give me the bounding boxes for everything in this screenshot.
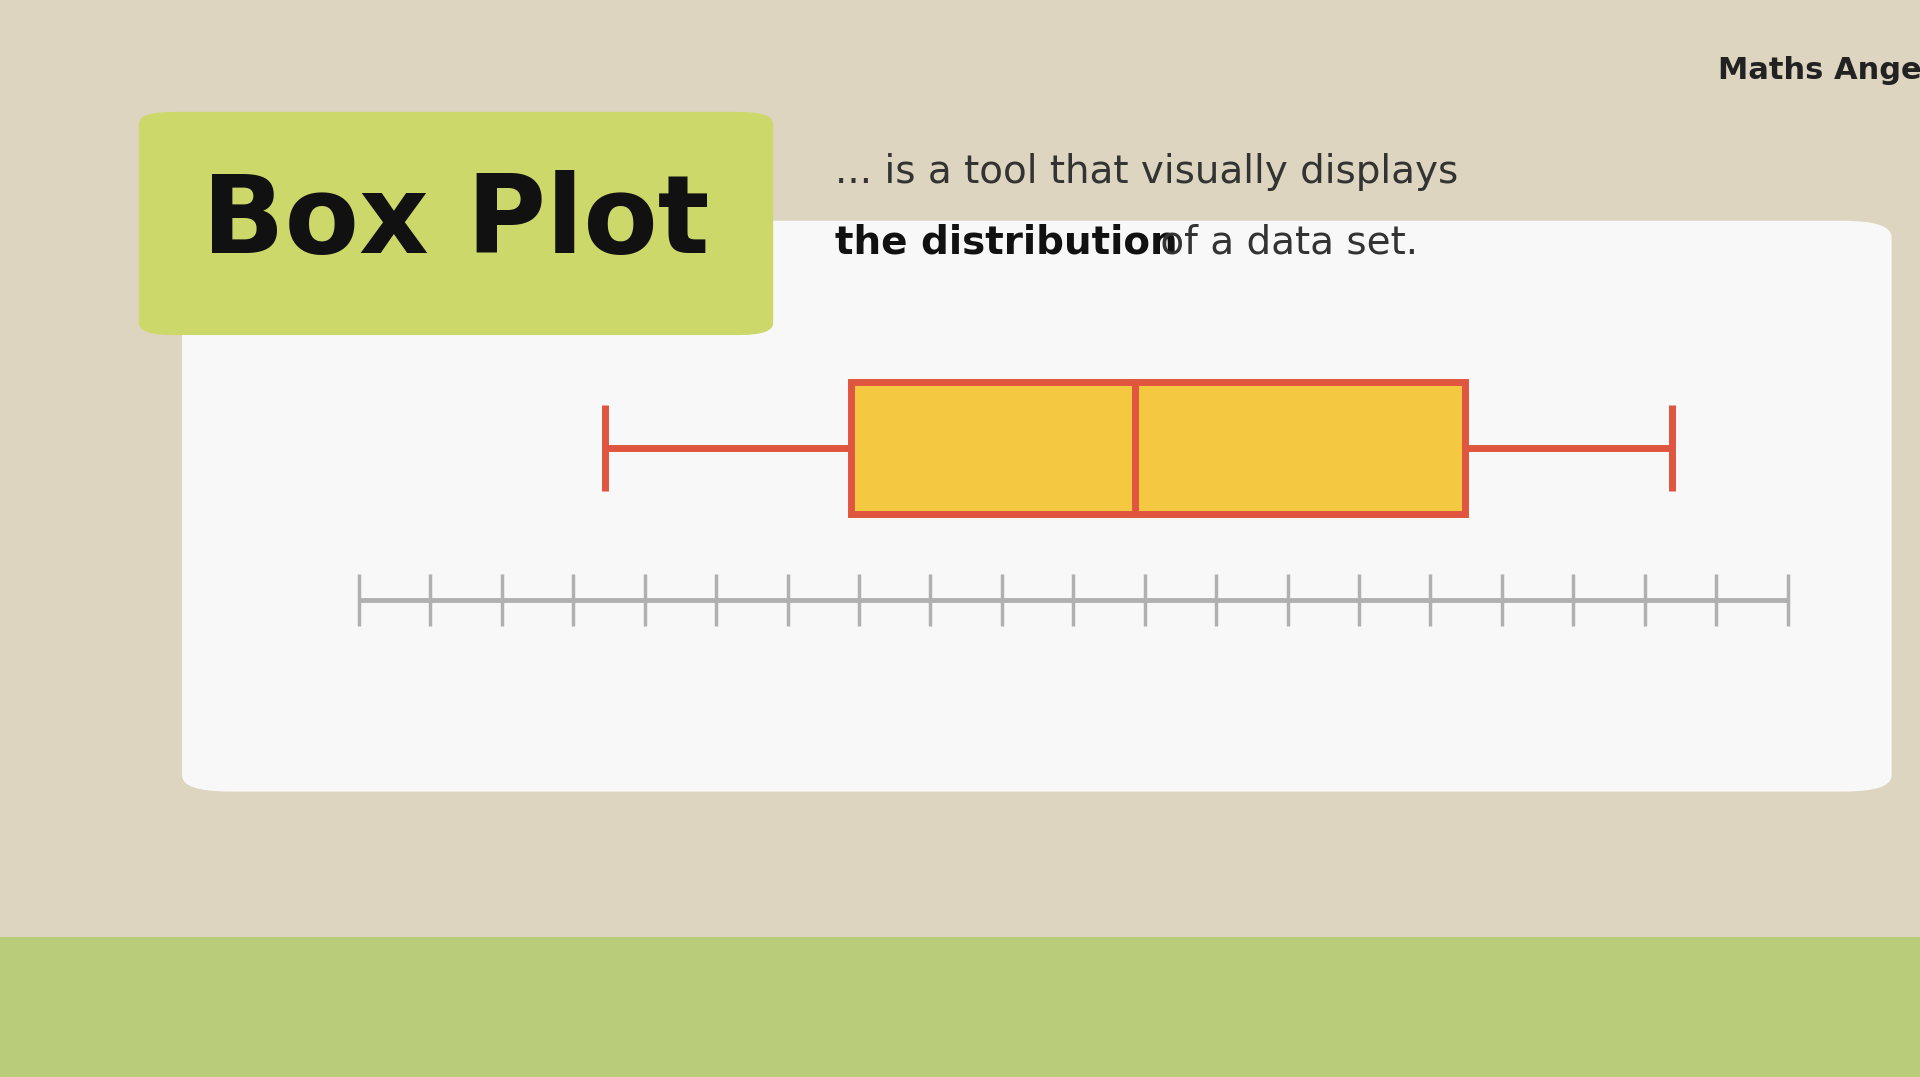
FancyBboxPatch shape [182, 221, 1891, 792]
Text: of a data set.: of a data set. [1148, 223, 1419, 262]
FancyBboxPatch shape [138, 112, 774, 335]
Text: the distribution: the distribution [835, 223, 1177, 262]
Text: Box Plot: Box Plot [202, 170, 710, 277]
Text: ... is a tool that visually displays: ... is a tool that visually displays [835, 153, 1459, 192]
Bar [851, 381, 1465, 515]
Text: Maths Angel: Maths Angel [1718, 56, 1920, 84]
